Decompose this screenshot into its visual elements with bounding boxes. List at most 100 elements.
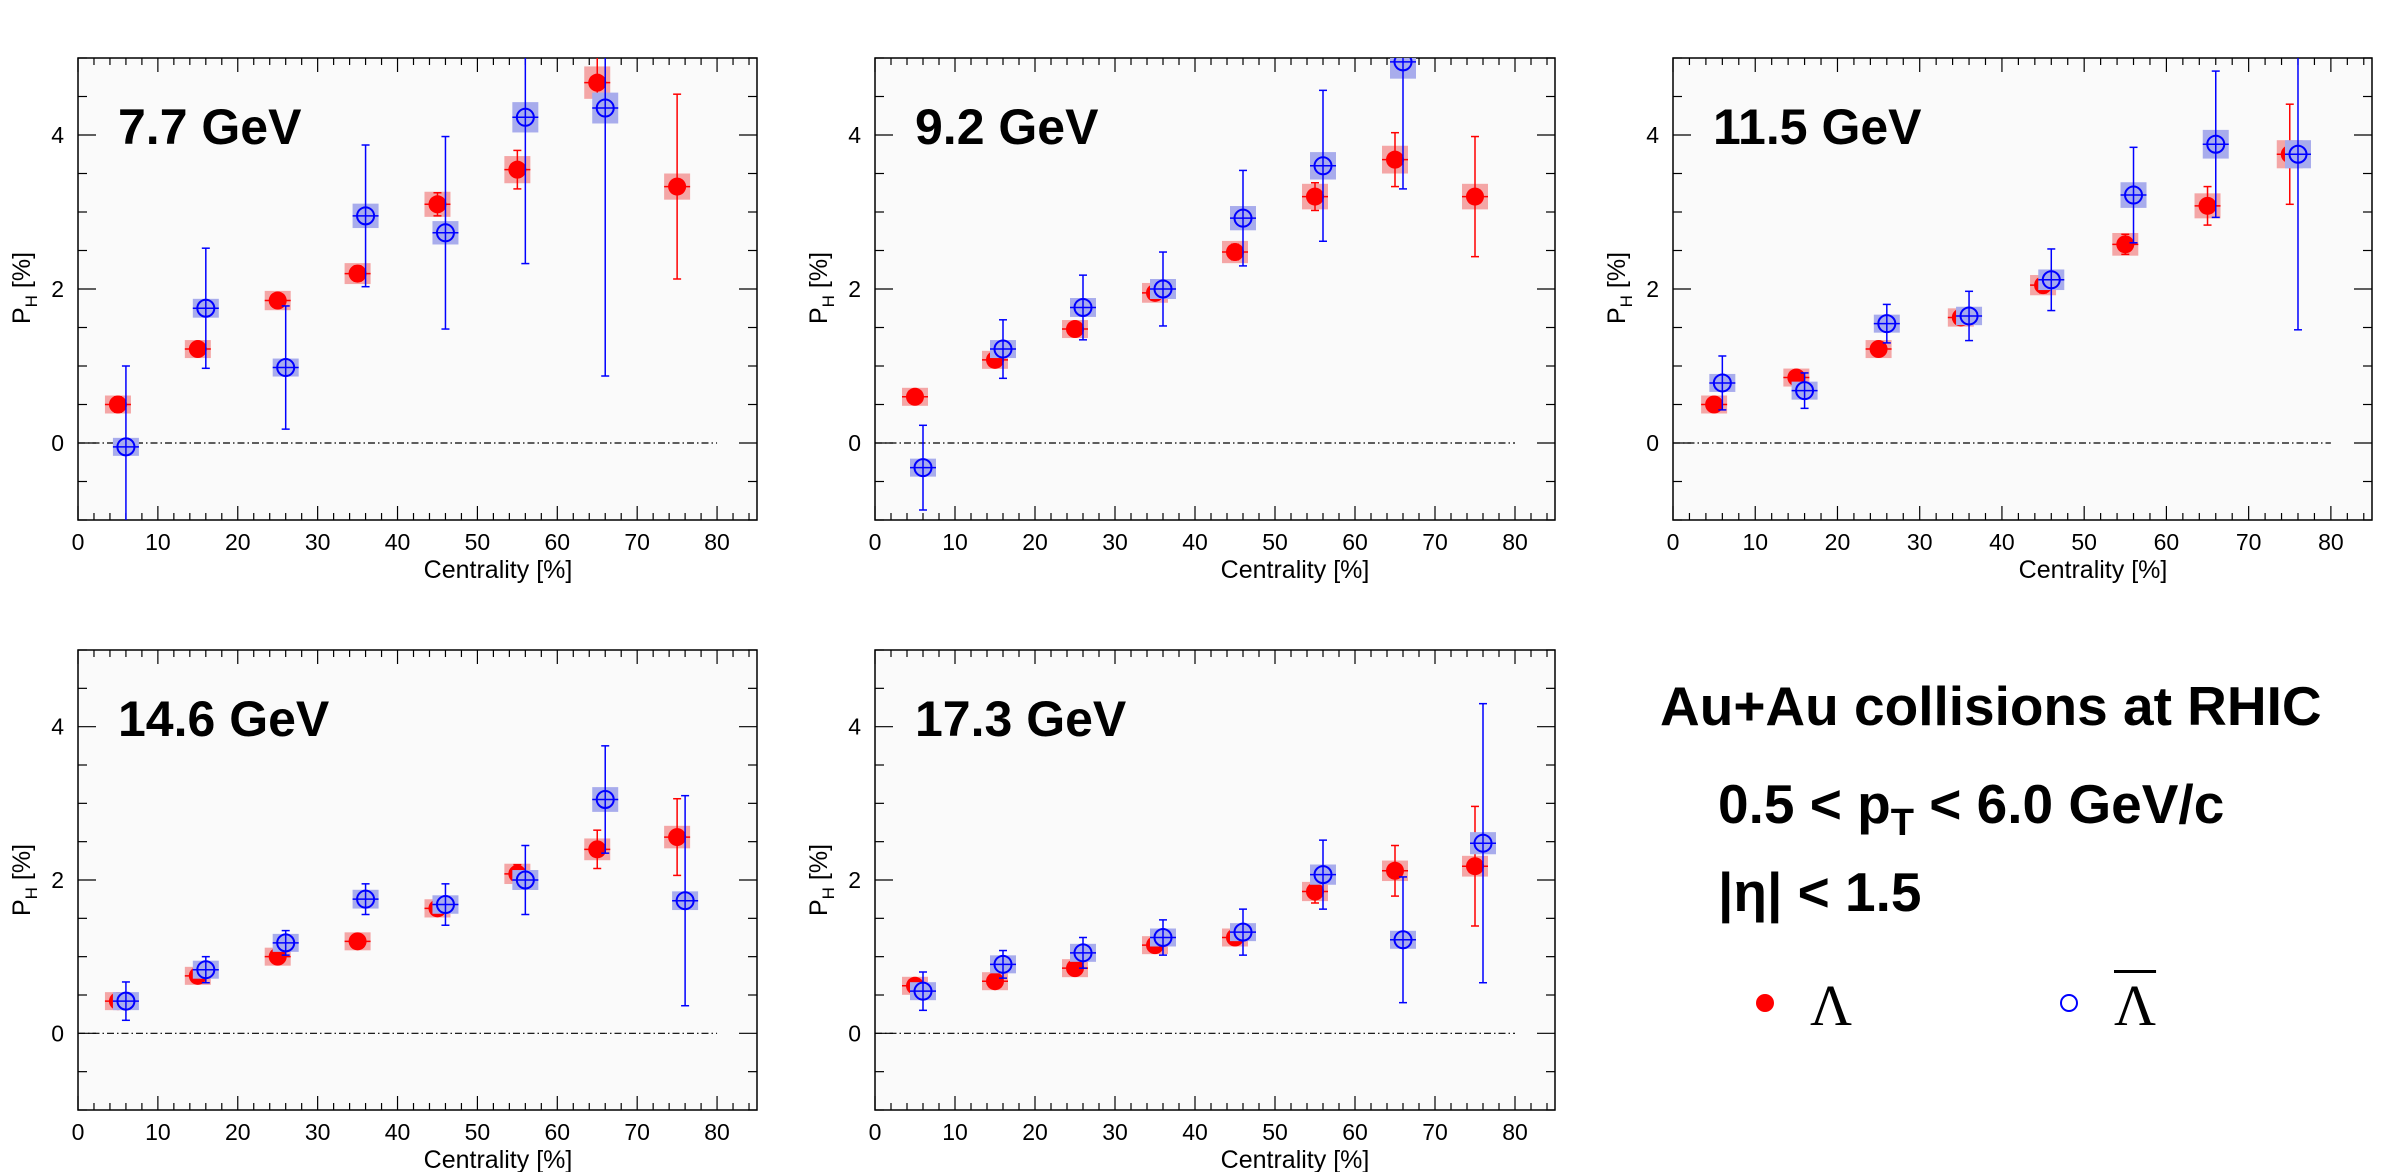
panel-4-x-tick-label: 30 — [305, 1119, 331, 1145]
panel-3-antilambda-point — [2206, 134, 2226, 154]
panel-2-x-tick-label: 50 — [1262, 529, 1288, 555]
panel-4-y-axis-label-unit: [%] — [8, 844, 36, 887]
panel-3-lambda-point — [1705, 395, 1724, 414]
panel-3-lambda-point — [1869, 340, 1888, 359]
panel-4-y-axis-label: PH [%] — [8, 844, 41, 916]
panel-5-x-tick-label: 60 — [1342, 1119, 1368, 1145]
panel-2-antilambda-point — [1073, 297, 1093, 317]
panel-1-antilambda-point — [276, 358, 296, 378]
panel-3-x-tick-label: 10 — [1742, 529, 1768, 555]
panel-2-antilambda-point — [1393, 58, 1413, 72]
panel-2-antilambda-point — [1313, 156, 1333, 176]
panel-1-y-axis-label-main: P — [8, 307, 36, 324]
panel-5-x-tick-label: 80 — [1502, 1119, 1528, 1145]
panel-2-y-tick-label: 4 — [848, 122, 861, 148]
panel-1-energy-title: 7.7 GeV — [118, 99, 302, 155]
panel-3-y-tick-label: 4 — [1646, 122, 1659, 148]
panel-4-y-axis-label-sub: H — [22, 887, 41, 899]
panel-3-y-axis-label: PH [%] — [1603, 252, 1636, 324]
panel-1-y-axis-label-unit: [%] — [8, 252, 36, 295]
panel-2-data — [902, 58, 1488, 511]
panel-1-lambda-point — [668, 177, 687, 196]
panel-2-x-tick-label: 20 — [1022, 529, 1048, 555]
panel-2-x-tick-label: 60 — [1342, 529, 1368, 555]
panel-4-antilambda-point — [116, 991, 136, 1011]
panel-3-lambda-point — [2198, 196, 2217, 215]
panel-5-y-tick-label: 4 — [848, 714, 861, 740]
panel-5-lambda-point — [1306, 882, 1324, 901]
panel-1-x-tick-label: 20 — [225, 529, 251, 555]
panel-4-x-tick-label: 10 — [145, 1119, 171, 1145]
panel-4-x-tick-label: 50 — [465, 1119, 491, 1145]
panel-1-y-tick-label: 4 — [51, 122, 64, 148]
panel-3-antilambda-point — [2041, 270, 2061, 290]
panel-5-x-tick-label: 40 — [1182, 1119, 1208, 1145]
panel-2-lambda-point — [1306, 187, 1324, 206]
panel-2-y-axis-label: PH [%] — [805, 252, 838, 324]
panel-5-antilambda-point — [1473, 833, 1493, 853]
pt-cut-subscript: T — [1890, 802, 1914, 844]
panel-4-lambda-point — [348, 932, 367, 951]
panel-2-x-tick-label: 40 — [1182, 529, 1208, 555]
panel-4-lambda-point — [588, 840, 607, 859]
panel-5-antilambda-point — [913, 981, 933, 1001]
panel-4-energy-title: 14.6 GeV — [118, 691, 330, 747]
panel-3-x-tick-label: 60 — [2154, 529, 2180, 555]
panel-3-lambda-point — [2116, 235, 2135, 254]
panel-3-y-axis-label-unit: [%] — [1603, 252, 1631, 295]
panel-1-antilambda-point — [435, 223, 455, 243]
panel-4-y-axis-label-group: PH [%] — [8, 844, 41, 916]
pt-cut-prefix: 0.5 < p — [1718, 773, 1891, 835]
panel-4-antilambda-point — [595, 790, 615, 809]
eta-cut-label: |η| < 1.5 — [1718, 861, 1922, 923]
panel-1-antilambda-point — [116, 437, 136, 457]
panel-3-x-tick-label: 0 — [1667, 529, 1680, 555]
panel-3-x-tick-label: 70 — [2236, 529, 2262, 555]
panel-5-y-tick-label: 0 — [848, 1020, 861, 1046]
panel-4-x-tick-label: 20 — [225, 1119, 251, 1145]
panel-4-x-tick-label: 0 — [72, 1119, 85, 1145]
collision-system-title: Au+Au collisions at RHIC — [1660, 675, 2322, 737]
panel-5-lambda-point — [986, 972, 1004, 991]
panel-3-antilambda-point — [2288, 144, 2308, 164]
panel-5-y-tick-label: 2 — [848, 867, 861, 893]
panel-5-x-axis-label: Centrality [%] — [1221, 1146, 1370, 1172]
panel-4-y-tick-label: 4 — [51, 714, 64, 740]
panel-1-lambda-point — [588, 73, 607, 92]
panel-2-y-tick-label: 2 — [848, 276, 861, 302]
panel-1-x-tick-label: 60 — [544, 529, 570, 555]
panel-5-lambda-point — [1066, 959, 1084, 978]
panel-5-y-axis-label-main: P — [805, 899, 833, 916]
panel-2-antilambda-point — [1153, 279, 1173, 299]
panel-3-data — [1701, 58, 2311, 414]
panel-2-x-tick-label: 0 — [869, 529, 882, 555]
panel-1-lambda-point — [188, 340, 207, 359]
legend-label-lambda: Λ — [1810, 973, 1853, 1038]
panel-5-y-axis-label-group: PH [%] — [805, 844, 838, 916]
panel-1-x-tick-label: 70 — [624, 529, 650, 555]
panel-5-y-axis-label: PH [%] — [805, 844, 838, 916]
panel-5-data — [902, 702, 1496, 1012]
panel-4-lambda-point — [268, 947, 287, 966]
panel-3-antilambda-point — [1877, 314, 1897, 334]
panel-1-antilambda-point — [356, 206, 376, 226]
panel-4-antilambda-point — [435, 895, 455, 915]
panel-1-lambda-point — [268, 291, 287, 310]
panel-2-lambda-point — [1466, 187, 1484, 206]
panel-1-data — [104, 58, 691, 520]
panel-2-x-tick-label: 80 — [1502, 529, 1528, 555]
panel-2: 0 10 20 30 40 50 60 70 80 0 2 4 Centrality [%] PH [%]… — [805, 57, 1556, 584]
panel-4-y-axis-label-main: P — [8, 899, 36, 916]
panel-2-lambda-point — [906, 387, 924, 406]
panel-4-y-tick-label: 0 — [51, 1020, 64, 1046]
panel-5-x-tick-label: 10 — [942, 1119, 968, 1145]
figure-info-block: Au+Au collisions at RHIC 0.5 < pT < 6.0 … — [1660, 660, 2380, 1100]
panel-1-lambda-point — [508, 160, 527, 179]
panel-1-x-tick-label: 10 — [145, 529, 171, 555]
panel-3-x-tick-label: 40 — [1989, 529, 2015, 555]
panel-2-y-axis-label-main: P — [805, 307, 833, 324]
legend-marker-filled-circle — [1756, 994, 1774, 1012]
panel-5-antilambda-point — [1233, 922, 1253, 942]
panel-2-x-tick-label: 30 — [1102, 529, 1128, 555]
